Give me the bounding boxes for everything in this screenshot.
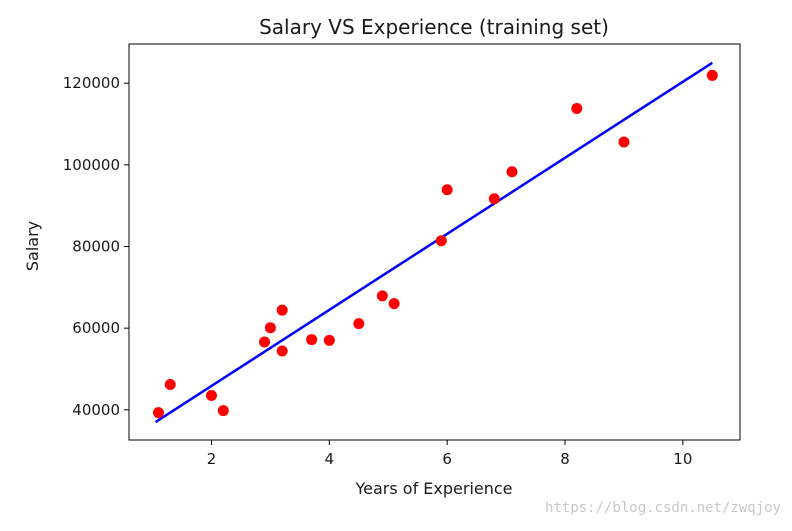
data-point-17 (506, 166, 518, 178)
data-point-4 (217, 405, 229, 417)
y-tick-label-40000: 40000 (72, 401, 120, 419)
data-point-19 (618, 136, 630, 148)
data-point-8 (276, 304, 288, 316)
data-point-9 (306, 334, 318, 346)
data-point-14 (435, 235, 447, 247)
plot-frame (128, 43, 741, 441)
x-tick-label-4: 4 (325, 450, 335, 468)
y-axis-label: Salary (23, 221, 42, 271)
data-point-2 (164, 378, 176, 390)
data-point-11 (353, 318, 365, 330)
data-point-7 (276, 345, 288, 357)
data-point-20 (706, 69, 718, 81)
y-tick-label-80000: 80000 (72, 237, 120, 255)
data-point-18 (571, 103, 583, 115)
x-tick-label-10: 10 (673, 450, 692, 468)
data-point-12 (376, 290, 388, 302)
watermark-text: https://blog.csdn.net/zwqjoy (545, 500, 781, 516)
plot-area: 2 4 6 8 10 40000 60000 80000 100000 120000 (63, 43, 741, 468)
y-tick-label-120000: 120000 (63, 74, 120, 92)
data-point-3 (205, 390, 217, 402)
data-point-13 (388, 298, 400, 310)
data-point-5 (259, 336, 271, 348)
data-point-16 (488, 193, 500, 205)
x-tick-label-6: 6 (442, 450, 452, 468)
x-axis-label: Years of Experience (354, 479, 512, 498)
x-tick-label-8: 8 (560, 450, 570, 468)
data-point-1 (152, 407, 164, 419)
y-tick-label-100000: 100000 (63, 156, 120, 174)
data-point-6 (264, 322, 276, 334)
chart-title: Salary VS Experience (training set) (259, 15, 609, 39)
data-point-10 (323, 334, 335, 346)
y-tick-label-60000: 60000 (72, 319, 120, 337)
regression-line (154, 61, 713, 424)
x-tick-label-2: 2 (207, 450, 217, 468)
data-point-15 (441, 184, 453, 196)
